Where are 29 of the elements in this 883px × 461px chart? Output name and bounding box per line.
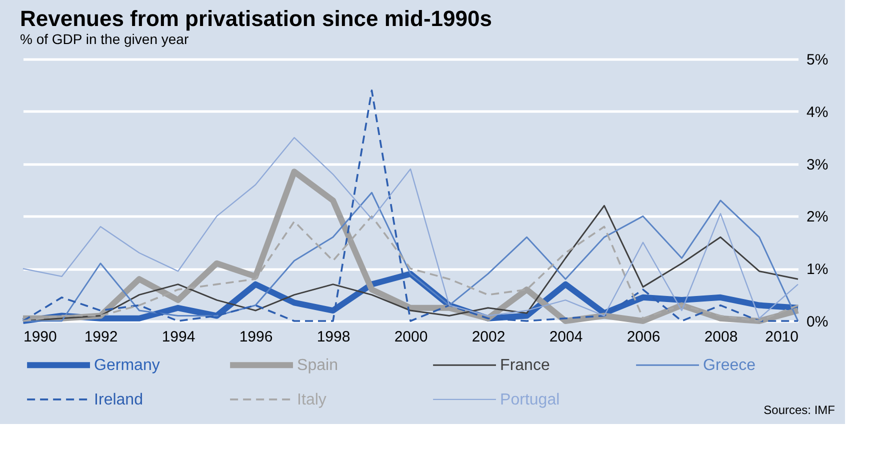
y-tick-label: 4%: [806, 104, 828, 121]
y-tick-label: 1%: [806, 261, 828, 278]
x-tick-label: 1992: [84, 328, 118, 346]
chart-subtitle: % of GDP in the given year: [20, 31, 189, 47]
x-tick-label: 2010: [765, 328, 798, 346]
legend-label: France: [500, 357, 550, 374]
chart-title: Revenues from privatisation since mid-1990s: [20, 6, 492, 31]
legend-label: Ireland: [94, 391, 143, 408]
x-tick-label: 1990: [24, 328, 57, 346]
x-tick-label: 1996: [239, 328, 273, 346]
x-tick-label: 2002: [472, 328, 506, 346]
legend-label: Portugal: [500, 391, 560, 408]
legend-label: Germany: [94, 357, 160, 374]
source-note: Sources: IMF: [764, 403, 835, 417]
x-tick-label: 1998: [316, 328, 350, 346]
y-tick-label: 0%: [806, 314, 828, 330]
x-tick-label: 2008: [704, 328, 738, 346]
line-series: [22, 137, 799, 319]
legend-label: Spain: [297, 357, 338, 374]
x-tick-label: 2000: [394, 328, 428, 346]
y-tick-label: 5%: [806, 52, 828, 68]
x-tick-label: 1994: [162, 328, 196, 346]
y-tick-label: 3%: [806, 156, 828, 174]
y-tick-label: 2%: [806, 208, 828, 226]
x-tick-label: 2006: [626, 328, 660, 346]
line-series: [22, 90, 799, 322]
x-tick-label: 2004: [549, 328, 583, 346]
legend-label: Italy: [297, 391, 326, 408]
legend-label: Greece: [703, 357, 756, 374]
